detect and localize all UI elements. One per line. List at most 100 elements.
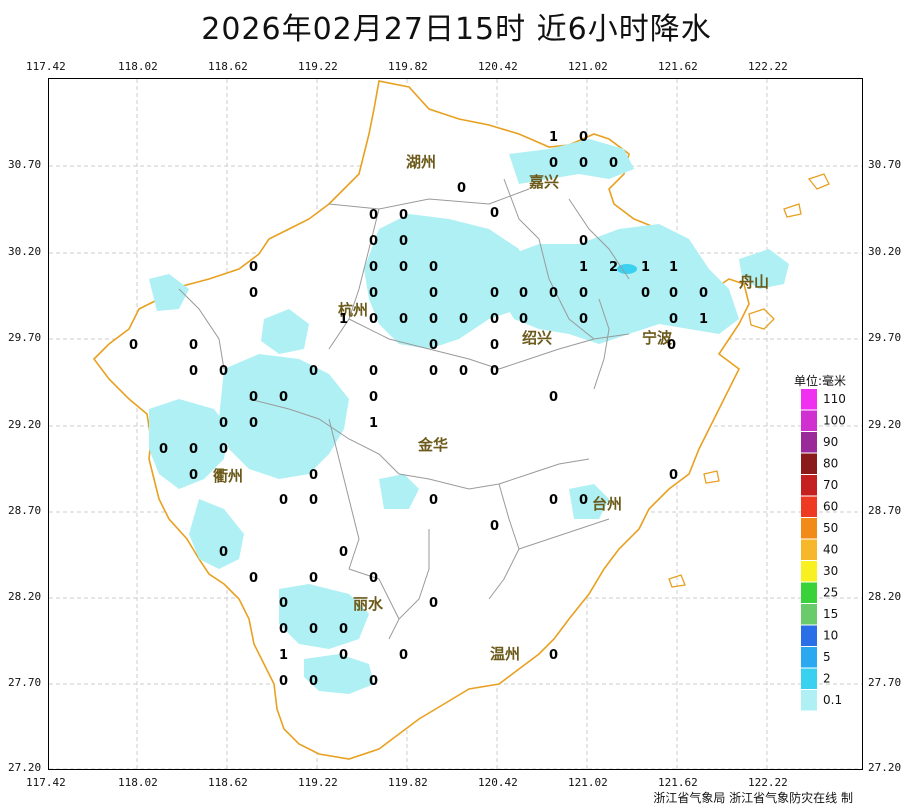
city-label: 台州 <box>592 495 622 513</box>
station-value: 0 <box>339 622 348 637</box>
station-value: 1 <box>669 260 678 275</box>
y-tick-label: 28.70 <box>8 504 42 517</box>
x-tick-label: 117.42 <box>26 776 66 789</box>
station-value: 0 <box>309 674 318 689</box>
city-label: 丽水 <box>353 595 384 613</box>
station-value: 0 <box>369 312 378 327</box>
station-value: 0 <box>309 468 318 483</box>
station-value: 1 <box>339 312 348 327</box>
station-value: 0 <box>279 390 288 405</box>
station-value: 0 <box>429 312 438 327</box>
station-value: 0 <box>429 338 438 353</box>
station-value: 0 <box>399 208 408 223</box>
station-value: 0 <box>579 234 588 249</box>
station-value: 0 <box>609 156 618 171</box>
x-tick-label: 120.42 <box>478 776 518 789</box>
x-tick-label: 121.62 <box>658 776 698 789</box>
legend-label: 90 <box>823 435 838 449</box>
y-tick-label: 27.70 <box>8 676 42 689</box>
station-value: 0 <box>519 286 528 301</box>
station-value: 0 <box>309 571 318 586</box>
y-tick-label: 27.20 <box>868 761 902 774</box>
city-label: 金华 <box>417 436 448 454</box>
legend-swatch <box>801 410 817 431</box>
station-value: 0 <box>279 622 288 637</box>
legend-label: 50 <box>823 521 838 535</box>
station-value: 0 <box>249 260 258 275</box>
station-value: 0 <box>369 286 378 301</box>
station-value: 0 <box>189 442 198 457</box>
footer-credit: 浙江省气象局 浙江省气象防灾在线 制 <box>653 791 853 805</box>
legend-swatch <box>801 389 817 410</box>
station-value: 1 <box>579 260 588 275</box>
station-value: 1 <box>699 312 708 327</box>
x-tick-label: 121.02 <box>568 60 608 73</box>
x-tick-label: 122.22 <box>748 60 788 73</box>
rain-patch-2mm <box>617 264 637 274</box>
station-value: 0 <box>129 338 138 353</box>
station-value: 0 <box>699 286 708 301</box>
city-label: 宁波 <box>642 329 673 347</box>
station-value: 0 <box>369 208 378 223</box>
station-value: 0 <box>490 206 499 221</box>
station-value: 0 <box>399 312 408 327</box>
station-value: 0 <box>339 545 348 560</box>
station-value: 1 <box>369 416 378 431</box>
legend-swatch <box>801 582 817 603</box>
station-value: 0 <box>669 468 678 483</box>
station-value: 0 <box>579 130 588 145</box>
station-value: 0 <box>457 181 466 196</box>
x-tick-label: 119.82 <box>388 60 428 73</box>
legend-label: 10 <box>823 629 838 643</box>
x-tick-label: 121.62 <box>658 60 698 73</box>
station-value: 0 <box>669 286 678 301</box>
station-value: 0 <box>519 312 528 327</box>
station-value: 0 <box>429 596 438 611</box>
legend-label: 80 <box>823 457 838 471</box>
city-label: 嘉兴 <box>528 173 559 191</box>
station-value: 0 <box>490 338 499 353</box>
station-value: 0 <box>399 260 408 275</box>
station-value: 0 <box>189 468 198 483</box>
station-value: 0 <box>549 156 558 171</box>
city-label: 湖州 <box>406 153 436 171</box>
y-tick-label: 28.20 <box>868 590 902 603</box>
y-tick-label: 30.20 <box>8 245 42 258</box>
station-value: 0 <box>549 493 558 508</box>
station-value: 0 <box>490 519 499 534</box>
legend-label: 40 <box>823 543 838 557</box>
station-value: 0 <box>667 338 676 353</box>
x-tick-label: 118.02 <box>118 776 158 789</box>
station-value: 0 <box>579 286 588 301</box>
station-value: 0 <box>579 156 588 171</box>
legend-label: 110 <box>823 392 846 406</box>
legend-swatch <box>801 453 817 474</box>
station-value: 1 <box>641 260 650 275</box>
y-tick-label: 30.20 <box>868 245 902 258</box>
station-value: 0 <box>549 648 558 663</box>
legend-swatch <box>801 647 817 668</box>
y-tick-label: 29.70 <box>8 331 42 344</box>
legend-swatch <box>801 690 817 711</box>
legend-label: 2 <box>823 672 831 686</box>
station-value: 0 <box>399 234 408 249</box>
y-tick-label: 30.70 <box>8 158 42 171</box>
station-value: 0 <box>159 442 168 457</box>
station-value: 0 <box>219 364 228 379</box>
legend-swatch <box>801 496 817 517</box>
y-tick-label: 30.70 <box>868 158 902 171</box>
x-tick-label: 121.02 <box>568 776 608 789</box>
city-label: 衢州 <box>213 467 243 485</box>
y-tick-label: 27.70 <box>868 676 902 689</box>
legend-swatch <box>801 475 817 496</box>
station-value: 0 <box>279 674 288 689</box>
station-value: 0 <box>369 260 378 275</box>
station-value: 0 <box>219 545 228 560</box>
x-tick-label: 118.02 <box>118 60 158 73</box>
station-value: 0 <box>369 390 378 405</box>
station-value: 0 <box>249 571 258 586</box>
x-tick-label: 117.42 <box>26 60 66 73</box>
y-tick-label: 29.20 <box>868 418 902 431</box>
